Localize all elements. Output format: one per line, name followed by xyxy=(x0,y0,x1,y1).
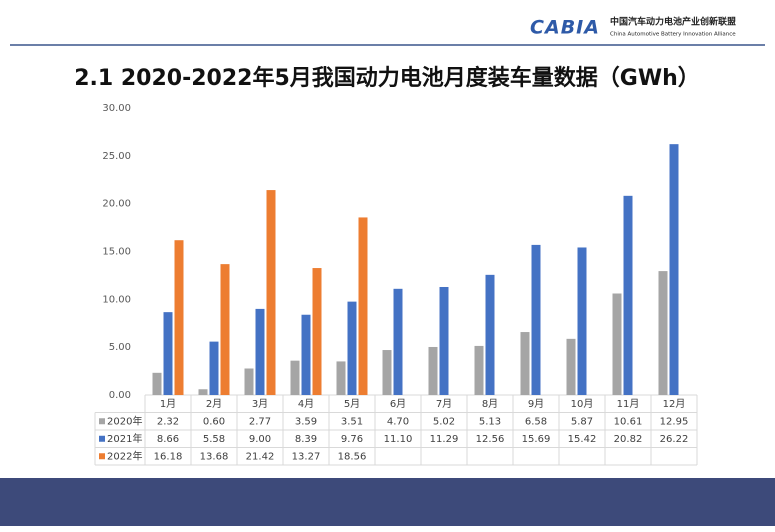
data-table-cell: 8.39 xyxy=(295,434,317,445)
bar xyxy=(393,288,403,395)
bar xyxy=(520,332,530,395)
data-table-cell: 15.69 xyxy=(522,434,551,445)
data-table-cell: 21.42 xyxy=(246,451,275,462)
x-tick-label: 8月 xyxy=(482,398,498,410)
y-tick-label: 0.00 xyxy=(109,390,131,401)
bar xyxy=(198,389,208,395)
bar xyxy=(358,217,368,395)
x-tick-label: 6月 xyxy=(390,398,406,410)
data-table-cell: 2.32 xyxy=(157,416,179,427)
legend-swatch xyxy=(99,418,105,425)
data-table-cell: 2.77 xyxy=(249,416,271,427)
y-tick-label: 20.00 xyxy=(102,199,131,210)
data-table-cell: 12.95 xyxy=(660,416,689,427)
bar xyxy=(531,244,541,395)
data-table-cell: 10.61 xyxy=(614,416,643,427)
data-table-cell: 4.70 xyxy=(387,416,409,427)
x-tick-label: 12月 xyxy=(663,398,686,410)
y-tick-label: 30.00 xyxy=(102,103,131,114)
data-table-cell: 9.00 xyxy=(249,434,271,445)
x-tick-label: 3月 xyxy=(252,398,268,410)
bar xyxy=(382,350,392,395)
legend-label: 2022年 xyxy=(107,449,142,462)
bar xyxy=(577,247,587,395)
legend-label: 2021年 xyxy=(107,432,142,445)
bar xyxy=(266,190,276,395)
org-cn: 中国汽车动力电池产业创新联盟 xyxy=(610,16,736,28)
bar xyxy=(669,144,679,395)
data-table-cell: 20.82 xyxy=(614,434,643,445)
bar xyxy=(336,361,346,395)
x-tick-label: 2月 xyxy=(206,398,222,410)
bar xyxy=(485,274,495,395)
y-tick-label: 15.00 xyxy=(102,247,131,258)
data-table-cell: 5.87 xyxy=(571,416,593,427)
data-table-cell: 0.60 xyxy=(203,416,225,427)
logo: CABIA xyxy=(530,17,600,39)
bar xyxy=(623,195,633,395)
bar xyxy=(152,372,162,395)
x-tick-label: 7月 xyxy=(436,398,452,410)
legend-swatch xyxy=(99,435,105,442)
data-table-cell: 11.10 xyxy=(384,434,413,445)
chart-title: 2.1 2020-2022年5月我国动力电池月度装车量数据（GWh） xyxy=(74,65,700,91)
org-en: China Automotive Battery Innovation Alli… xyxy=(610,32,736,38)
bar xyxy=(347,301,357,395)
bar xyxy=(439,286,449,395)
data-table-cell: 3.59 xyxy=(295,416,317,427)
y-tick-label: 25.00 xyxy=(102,151,131,162)
legend-label: 2020年 xyxy=(107,414,142,427)
data-table-cell: 5.13 xyxy=(479,416,501,427)
bar xyxy=(301,314,311,395)
x-tick-label: 10月 xyxy=(571,398,594,410)
x-tick-label: 5月 xyxy=(344,398,360,410)
data-table-cell: 6.58 xyxy=(525,416,547,427)
data-table-cell: 12.56 xyxy=(476,434,505,445)
data-table-cell: 9.76 xyxy=(341,434,363,445)
bar xyxy=(220,264,230,395)
footer-band xyxy=(0,478,775,526)
data-table-cell: 16.18 xyxy=(154,451,183,462)
legend-swatch xyxy=(99,453,105,460)
bar xyxy=(658,271,668,395)
bar xyxy=(209,341,219,395)
bar xyxy=(163,312,173,395)
bar xyxy=(474,345,484,395)
data-table-cell: 8.66 xyxy=(157,434,179,445)
data-table-cell: 13.27 xyxy=(292,451,321,462)
x-tick-label: 9月 xyxy=(528,398,544,410)
bar xyxy=(290,360,300,395)
data-table-cell: 5.02 xyxy=(433,416,455,427)
bar xyxy=(255,308,265,395)
data-table-cell: 26.22 xyxy=(660,434,689,445)
bar xyxy=(312,268,322,395)
data-table-cell: 15.42 xyxy=(568,434,597,445)
bar xyxy=(174,240,184,395)
bar xyxy=(428,346,438,395)
bar xyxy=(612,293,622,395)
x-tick-label: 1月 xyxy=(160,398,176,410)
x-tick-label: 4月 xyxy=(298,398,314,410)
y-tick-label: 10.00 xyxy=(102,294,131,305)
bar xyxy=(566,338,576,395)
bar xyxy=(244,368,254,395)
y-tick-label: 5.00 xyxy=(109,342,131,353)
data-table-cell: 11.29 xyxy=(430,434,459,445)
data-table-cell: 13.68 xyxy=(200,451,229,462)
data-table-cell: 5.58 xyxy=(203,434,225,445)
data-table-cell: 18.56 xyxy=(338,451,367,462)
x-tick-label: 11月 xyxy=(617,398,640,410)
data-table-cell: 3.51 xyxy=(341,416,363,427)
